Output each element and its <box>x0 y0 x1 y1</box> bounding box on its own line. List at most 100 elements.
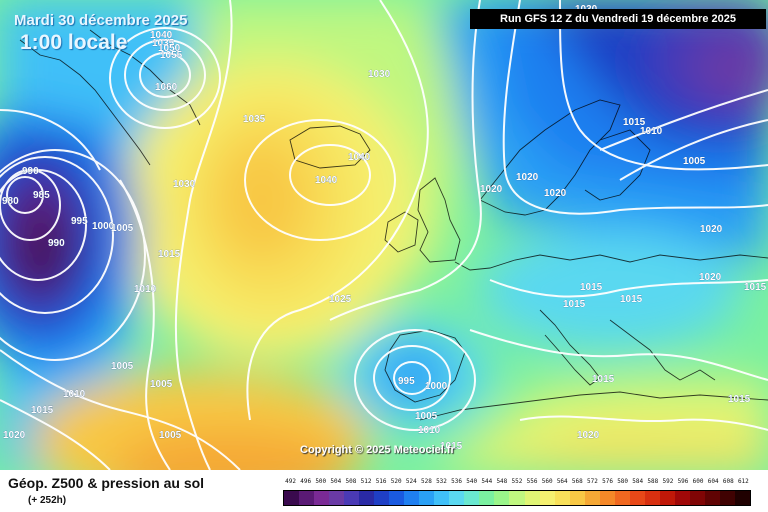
scale-level-label: 552 <box>511 478 523 485</box>
isobar-value-labels: 1040 1035 1050 1055 1060 1030 1035 1040 … <box>2 4 767 452</box>
model-run-label: Run GFS 12 Z du Vendredi 19 décembre 202… <box>470 9 766 29</box>
scale-swatch <box>524 491 540 505</box>
isobar-label: 1010 <box>134 284 157 295</box>
scale-swatch <box>344 491 360 505</box>
scale-level-label: 584 <box>632 478 644 485</box>
isobar-label: 995 <box>71 216 88 227</box>
scale-level-label: 512 <box>360 478 372 485</box>
scale-swatch <box>464 491 480 505</box>
isobars <box>0 0 768 470</box>
scale-level-label: 504 <box>330 478 342 485</box>
scale-swatch <box>419 491 435 505</box>
scale-level-label: 496 <box>300 478 312 485</box>
coastlines <box>19 29 768 421</box>
isobar-label: 1015 <box>31 405 54 416</box>
scale-swatch <box>299 491 315 505</box>
scale-swatch <box>659 491 675 505</box>
scale-level-label: 528 <box>420 478 432 485</box>
scale-swatch <box>629 491 645 505</box>
z500-color-field <box>0 0 768 470</box>
isobar-label: 1000 <box>92 221 115 232</box>
color-scale-labels: 492 496 500 504 508 512 516 520 524 528 532 536 540 5… <box>283 478 751 488</box>
isobar-label: 1020 <box>699 272 722 283</box>
isobar-label: 985 <box>33 190 50 201</box>
scale-level-label: 600 <box>692 478 704 485</box>
scale-level-label: 596 <box>677 478 689 485</box>
scale-level-label: 516 <box>375 478 387 485</box>
scale-swatch <box>674 491 690 505</box>
scale-swatch <box>644 491 660 505</box>
scale-swatch <box>314 491 330 505</box>
scale-level-label: 564 <box>556 478 568 485</box>
isobar-label: 1030 <box>368 69 391 80</box>
scale-level-label: 536 <box>451 478 462 485</box>
color-scale-swatches <box>283 490 751 506</box>
isobar-label: 990 <box>22 166 39 177</box>
isobar-label: 1035 <box>152 38 175 49</box>
isobar-label: 1015 <box>620 294 643 305</box>
scale-swatch <box>599 491 615 505</box>
scale-swatch <box>704 491 720 505</box>
isobar-label: 995 <box>398 376 415 387</box>
scale-level-label: 524 <box>405 478 417 485</box>
geopotential-map: 1040 1035 1050 1055 1060 1030 1035 1040 … <box>0 0 768 470</box>
isobar-label: 1020 <box>544 188 567 199</box>
isobar-label: 1015 <box>623 117 646 128</box>
isobar-label: 1050 <box>158 43 181 54</box>
scale-swatch <box>449 491 465 505</box>
scale-level-label: 608 <box>722 478 734 485</box>
scale-level-label: 612 <box>737 478 749 485</box>
scale-swatch <box>284 491 300 505</box>
isobar-label: 1040 <box>315 175 338 186</box>
scale-level-label: 500 <box>315 478 327 485</box>
isobar-label: 1015 <box>580 282 603 293</box>
scale-swatch <box>404 491 420 505</box>
isobar-label: 1015 <box>744 282 767 293</box>
scale-swatch <box>434 491 450 505</box>
legend-footer: Géop. Z500 & pression au sol (+ 252h) 49… <box>0 470 768 512</box>
isobar-label: 1005 <box>415 411 438 422</box>
scale-level-label: 568 <box>571 478 583 485</box>
scale-swatch <box>479 491 495 505</box>
scale-level-label: 532 <box>436 478 447 485</box>
isobar-label: 1030 <box>173 179 196 190</box>
legend-subtitle: (+ 252h) <box>28 495 67 506</box>
isobar-label: 1015 <box>728 394 751 405</box>
isobar-label: 980 <box>2 196 19 207</box>
scale-swatch <box>539 491 555 505</box>
scale-level-label: 572 <box>587 478 598 485</box>
isobar-label: 1015 <box>440 441 463 452</box>
isobar-label: 1060 <box>155 82 178 93</box>
isobar-label: 1040 <box>348 152 371 163</box>
scale-level-label: 544 <box>481 478 493 485</box>
isobar-label: 1005 <box>159 430 182 441</box>
scale-level-label: 588 <box>647 478 659 485</box>
forecast-time: 1:00 locale <box>20 31 128 54</box>
isobar-label: 1000 <box>425 381 448 392</box>
isobar-label: 1055 <box>160 50 183 61</box>
scale-swatch <box>584 491 600 505</box>
scale-level-label: 548 <box>496 478 508 485</box>
scale-swatch <box>719 491 735 505</box>
isobar-label: 1005 <box>111 361 134 372</box>
isobar-label: 1020 <box>3 430 26 441</box>
scale-level-label: 560 <box>541 478 553 485</box>
scale-level-label: 592 <box>662 478 674 485</box>
scale-swatch <box>494 491 510 505</box>
isobar-label: 1005 <box>683 156 706 167</box>
scale-swatch <box>389 491 405 505</box>
scale-swatch <box>329 491 345 505</box>
isobar-label: 1015 <box>563 299 586 310</box>
scale-swatch <box>359 491 375 505</box>
isobar-label: 1015 <box>158 249 181 260</box>
scale-level-label: 604 <box>707 478 719 485</box>
scale-swatch <box>734 491 750 505</box>
isobar-label: 1010 <box>640 126 663 137</box>
isobar-label: 1020 <box>700 224 723 235</box>
scale-swatch <box>509 491 525 505</box>
scale-level-label: 540 <box>466 478 478 485</box>
isobar-label: 1020 <box>480 184 503 195</box>
isobar-label: 1035 <box>243 114 266 125</box>
scale-level-label: 556 <box>526 478 538 485</box>
